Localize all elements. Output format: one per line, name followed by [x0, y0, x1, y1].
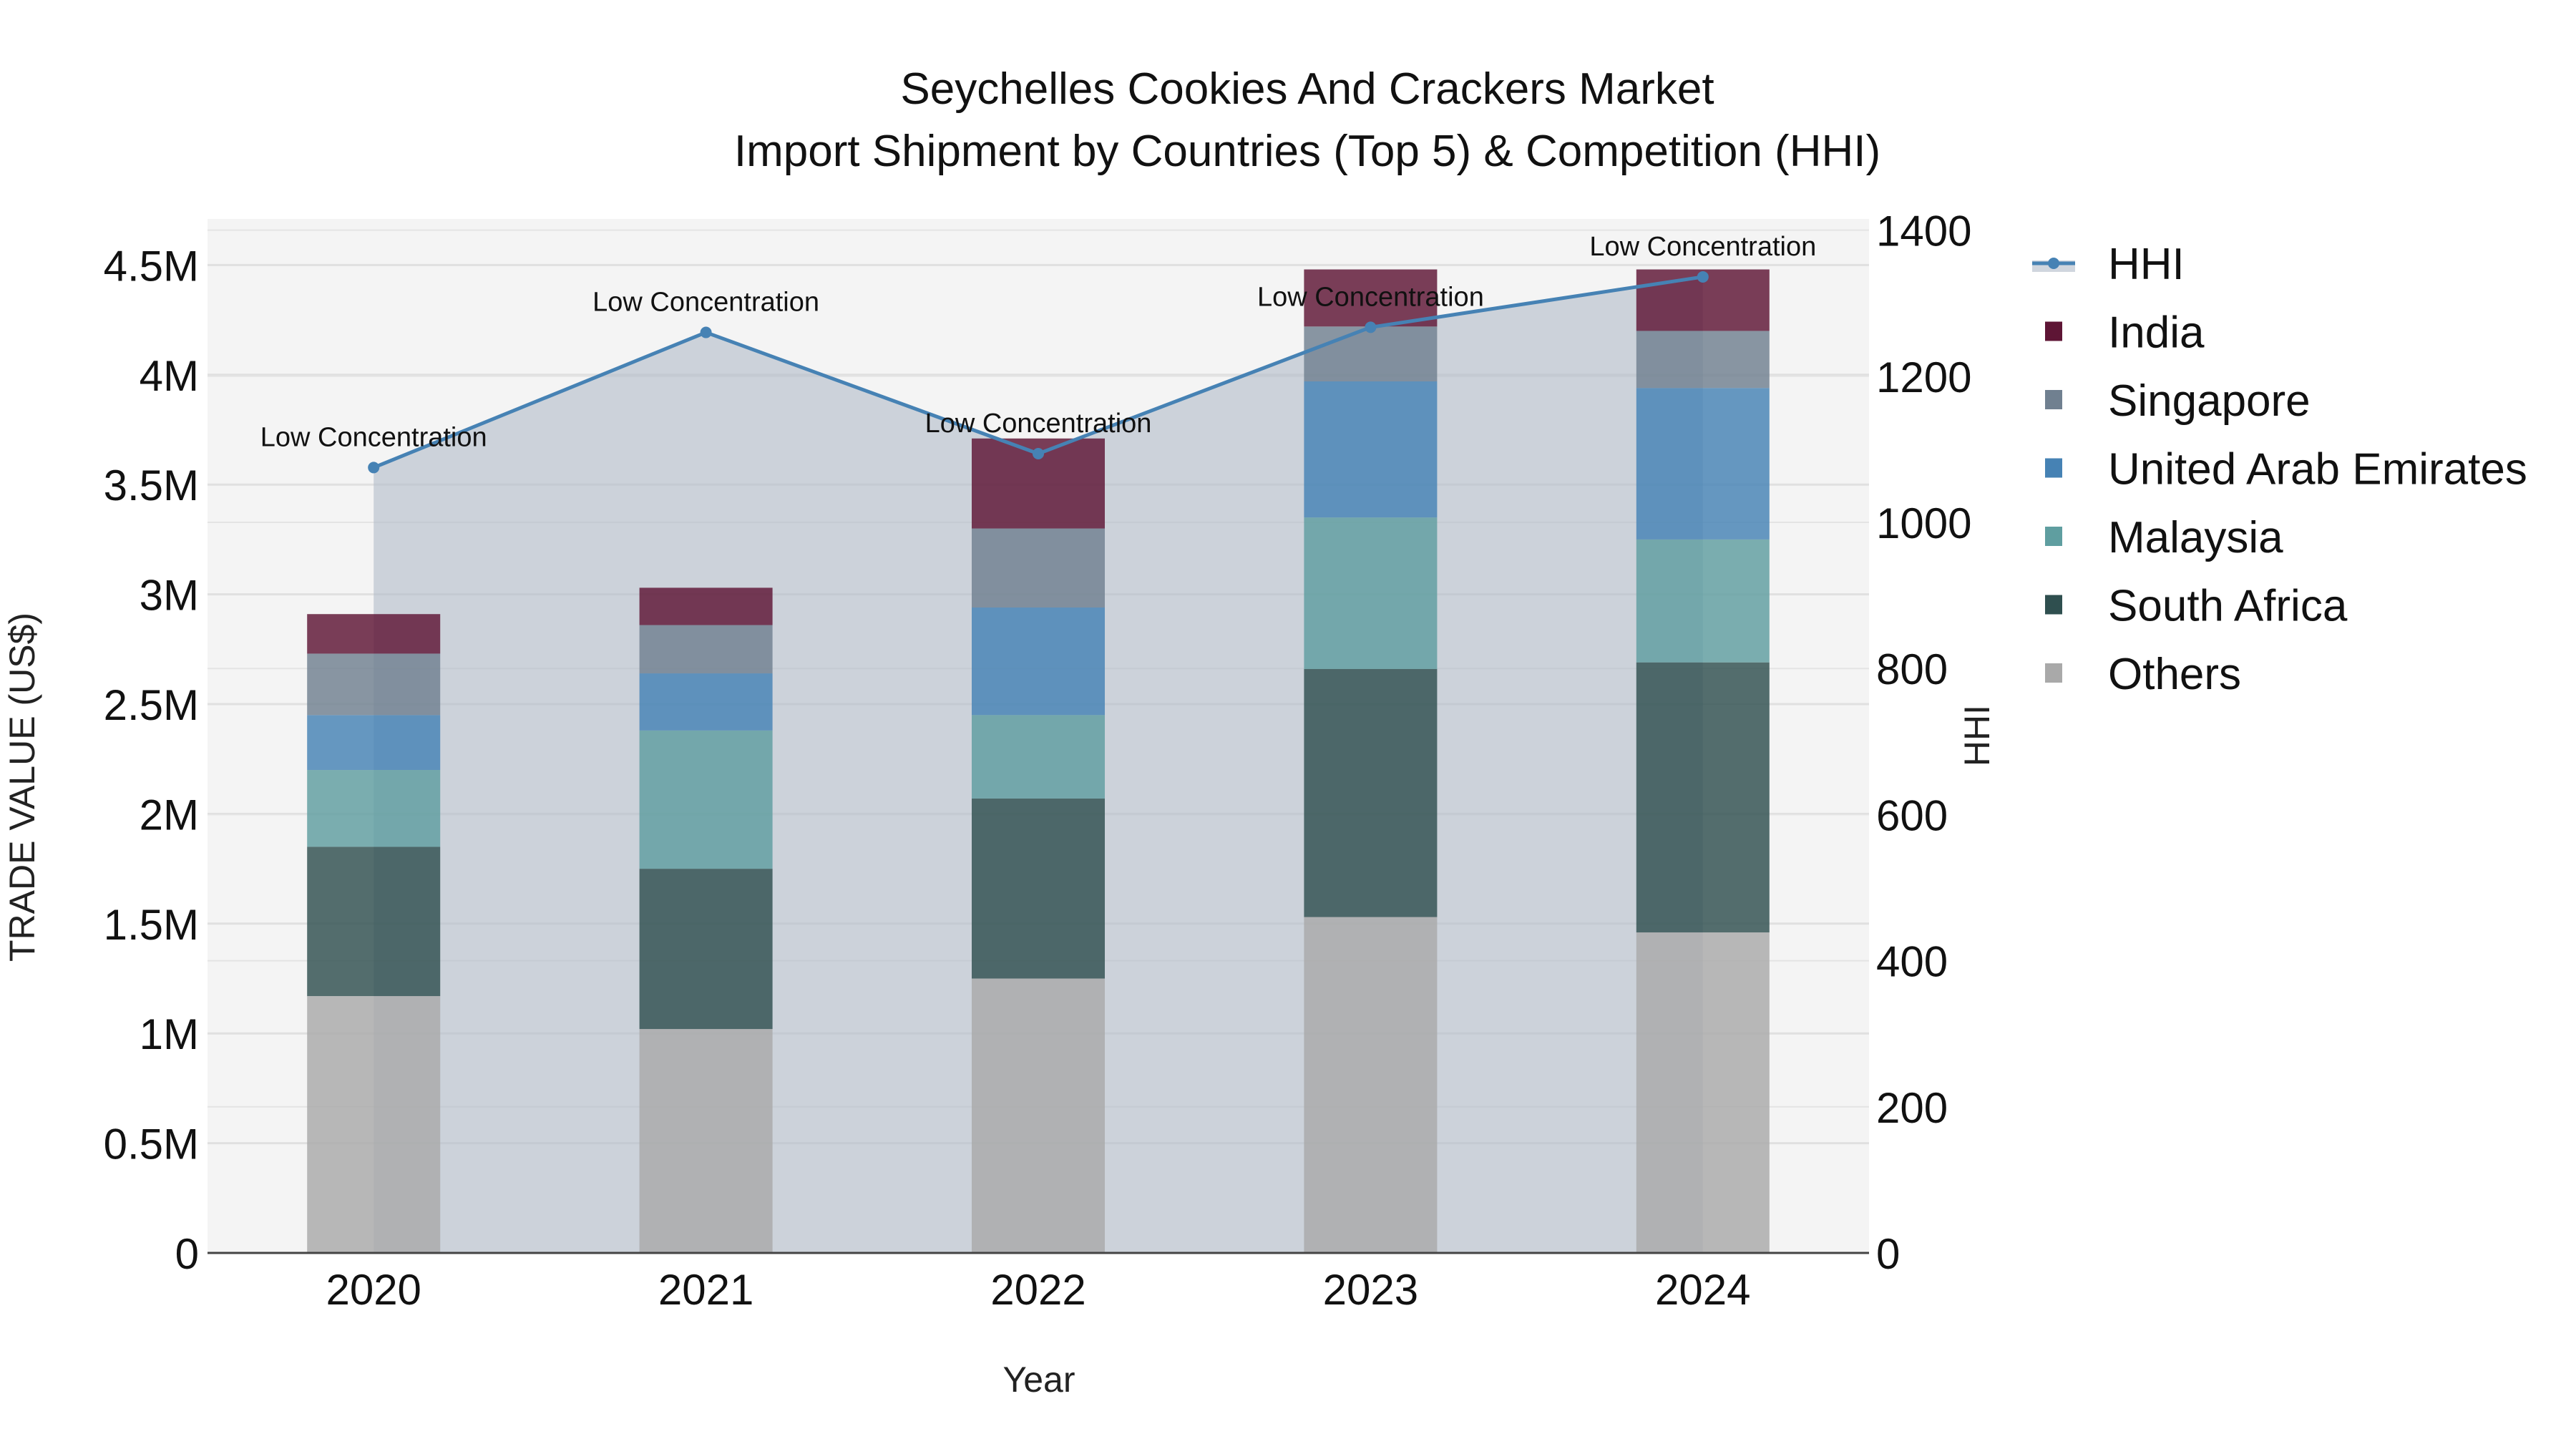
legend-label: Malaysia [2108, 513, 2283, 562]
chart-subtitle: Import Shipment by Countries (Top 5) & C… [734, 127, 1880, 176]
x-tick-label: 2020 [326, 1266, 421, 1314]
bar-segment-south-africa[interactable] [1636, 662, 1770, 933]
chart-title: Seychelles Cookies And Crackers Market [900, 64, 1714, 114]
y2-tick-label: 1200 [1876, 353, 1971, 401]
bar-segment-malaysia[interactable] [1304, 517, 1438, 669]
bar-segment-united-arab-emirates[interactable] [1636, 388, 1770, 540]
legend-item-singapore[interactable]: Singapore [2045, 376, 2311, 426]
x-axis-ticks: 2020 2021 2022 2023 2024 [326, 1266, 1750, 1314]
bar-segment-malaysia[interactable] [639, 730, 773, 869]
bar-stack-2020[interactable] [307, 614, 441, 1253]
y-tick-label: 0.5M [104, 1121, 199, 1169]
y2-axis-label: HHI [1957, 705, 1997, 766]
legend: HHI India Singapore United Arab Emirates Mal… [2032, 240, 2527, 699]
y-axis-ticks: 0 0.5M 1M 1.5M 2M 2.5M 3M 3.5M 4M 4.5M [104, 242, 199, 1278]
y2-tick-label: 0 [1876, 1230, 1900, 1278]
bar-segment-singapore[interactable] [1304, 326, 1438, 382]
legend-label: South Africa [2108, 582, 2348, 631]
bar-segment-india[interactable] [307, 614, 441, 654]
bar-segment-others[interactable] [1636, 932, 1770, 1253]
y2-axis-ticks: 0 200 400 600 800 1000 1200 1400 [1876, 208, 1971, 1278]
bar-segment-others[interactable] [1304, 917, 1438, 1253]
y2-tick-label: 200 [1876, 1084, 1948, 1132]
bar-segment-malaysia[interactable] [307, 770, 441, 847]
bar-segment-singapore[interactable] [639, 625, 773, 674]
bar-segment-singapore[interactable] [1636, 331, 1770, 389]
y-tick-label: 4.5M [104, 242, 199, 290]
bar-segment-singapore[interactable] [307, 653, 441, 716]
bar-segment-india[interactable] [1304, 269, 1438, 327]
y2-tick-label: 400 [1876, 938, 1948, 986]
bar-segment-south-africa[interactable] [307, 847, 441, 997]
y-axis-label: TRADE VALUE (US$) [2, 613, 42, 962]
hhi-annotation: Low Concentration [925, 409, 1152, 439]
bar-stack-2024[interactable] [1636, 269, 1770, 1253]
hhi-annotation: Low Concentration [1257, 282, 1484, 312]
hhi-point[interactable] [368, 462, 380, 474]
y-tick-label: 3M [140, 572, 199, 620]
legend-item-malaysia[interactable]: Malaysia [2045, 513, 2283, 562]
hhi-line [368, 270, 1709, 474]
bar-segment-united-arab-emirates[interactable] [972, 608, 1105, 716]
legend-label: Others [2108, 650, 2241, 699]
y-tick-label: 2M [140, 791, 199, 839]
x-axis-label: Year [1002, 1360, 1075, 1400]
bar-segment-others[interactable] [639, 1029, 773, 1253]
legend-label: India [2108, 308, 2205, 358]
bar-segment-united-arab-emirates[interactable] [307, 715, 441, 771]
y-tick-label: 1M [140, 1010, 199, 1058]
bar-segment-south-africa[interactable] [1304, 668, 1438, 917]
bar-segment-united-arab-emirates[interactable] [1304, 381, 1438, 518]
bar-segment-others[interactable] [307, 996, 441, 1253]
hhi-annotations: Low Concentration Low Concentration Low Co… [260, 232, 1816, 452]
x-tick-label: 2022 [990, 1266, 1085, 1314]
hhi-annotation: Low Concentration [592, 288, 819, 318]
bar-stack-2023[interactable] [1304, 269, 1438, 1253]
y-tick-label: 2.5M [104, 681, 199, 729]
y-tick-label: 1.5M [104, 901, 199, 949]
legend-item-united-arab-emirates[interactable]: United Arab Emirates [2045, 445, 2527, 494]
legend-label: HHI [2108, 240, 2185, 289]
hhi-point[interactable] [1033, 448, 1044, 460]
y2-tick-label: 800 [1876, 645, 1948, 693]
y2-tick-label: 600 [1876, 791, 1948, 839]
legend-item-others[interactable]: Others [2045, 650, 2241, 699]
bar-stack-2021[interactable] [639, 587, 773, 1253]
bar-segment-malaysia[interactable] [1636, 539, 1770, 663]
bar-segment-south-africa[interactable] [639, 869, 773, 1030]
bar-segment-others[interactable] [972, 978, 1105, 1254]
x-tick-label: 2023 [1323, 1266, 1418, 1314]
legend-item-south-africa[interactable]: South Africa [2045, 582, 2348, 631]
stacked-bars [307, 269, 1770, 1254]
bar-stack-2022[interactable] [972, 438, 1105, 1254]
hhi-annotation: Low Concentration [1589, 232, 1816, 262]
legend-item-hhi[interactable]: HHI [2032, 240, 2185, 289]
bar-segment-singapore[interactable] [972, 528, 1105, 608]
legend-item-india[interactable]: India [2045, 308, 2205, 358]
x-tick-label: 2024 [1655, 1266, 1750, 1314]
hhi-point[interactable] [1697, 270, 1709, 283]
bar-segment-india[interactable] [639, 587, 773, 625]
legend-label: Singapore [2108, 376, 2311, 426]
y2-tick-label: 1000 [1876, 499, 1971, 547]
x-tick-label: 2021 [658, 1266, 753, 1314]
y-tick-label: 4M [140, 352, 199, 400]
y-tick-label: 3.5M [104, 462, 199, 509]
hhi-point[interactable] [700, 326, 712, 338]
hhi-annotation: Low Concentration [260, 422, 487, 452]
hhi-point[interactable] [1365, 321, 1377, 333]
bar-segment-united-arab-emirates[interactable] [639, 673, 773, 731]
y2-tick-label: 1400 [1876, 208, 1971, 255]
bar-segment-south-africa[interactable] [972, 798, 1105, 979]
legend-label: United Arab Emirates [2108, 445, 2527, 494]
bar-segment-malaysia[interactable] [972, 715, 1105, 799]
y-tick-label: 0 [175, 1230, 199, 1278]
